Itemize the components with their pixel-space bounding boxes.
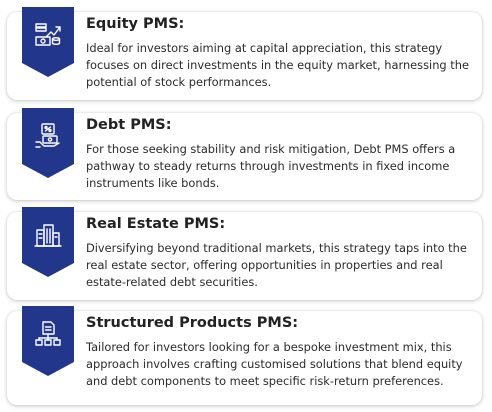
pms-card-debt: Debt PMS: For those seeking stability an… [7,108,482,200]
card-title: Real Estate PMS: [86,216,226,232]
pms-card-structured-products: Structured Products PMS: Tailored for in… [7,306,482,405]
card-description: Ideal for investors aiming at capital ap… [86,41,469,89]
card-ribbon [22,108,74,178]
card-title: Debt PMS: [86,117,172,133]
pms-card-real-estate: Real Estate PMS: Diversifying beyond tra… [7,207,482,300]
card-title: Equity PMS: [86,16,185,32]
card-description: Tailored for investors looking for a bes… [86,340,463,388]
card-ribbon [22,306,74,376]
card-title: Structured Products PMS: [86,315,299,331]
card-ribbon [22,207,74,277]
pms-card-equity: Equity PMS: Ideal for investors aiming a… [7,7,482,100]
card-description: For those seeking stability and risk mit… [86,142,456,190]
card-ribbon [22,7,74,77]
card-description: Diversifying beyond traditional markets,… [86,241,467,289]
